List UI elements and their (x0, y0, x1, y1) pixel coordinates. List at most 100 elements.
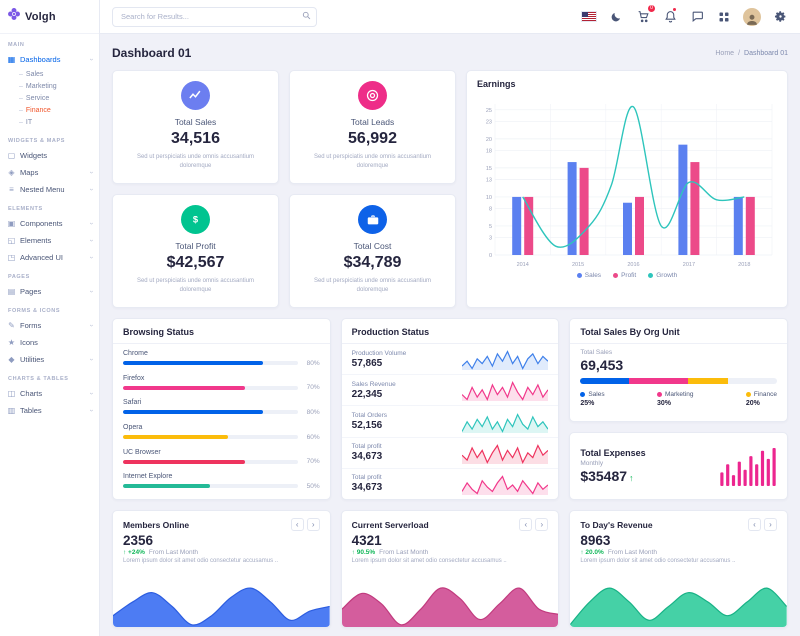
chevron-down-icon: › (87, 392, 95, 395)
sidebar-item-label: Elements (20, 236, 52, 245)
sidebar-subitem-label: Service (25, 94, 50, 102)
next-button[interactable]: › (764, 518, 777, 531)
progress-fill (123, 484, 211, 489)
sidebar-subitem-marketing[interactable]: – Marketing (0, 80, 99, 92)
sidebar-subitem-finance[interactable]: – Finance (0, 104, 99, 116)
svg-text:2016: 2016 (627, 262, 639, 268)
progress-percent: 80% (306, 408, 320, 416)
sidebar-item-label: Pages (20, 287, 42, 296)
sidebar-subitem-it[interactable]: – IT (0, 116, 99, 128)
delta-note: From Last Month (148, 549, 199, 556)
components-icon: ▣ (7, 219, 16, 228)
chevron-down-icon: › (87, 324, 95, 327)
sidebar-item-advanced-ui[interactable]: ◳ Advanced UI › (0, 249, 99, 266)
stat-card-total-cost: Total Cost $34,789 Sed ut perspiciatis und… (289, 194, 456, 308)
production-value: 52,156 (351, 420, 383, 431)
sidebar-item-label: Advanced UI (20, 253, 63, 262)
chevron-down-icon: › (87, 409, 95, 412)
sidebar-item-nested-menu[interactable]: ≡ Nested Menu › (0, 181, 99, 198)
legend-percent: 30% (656, 400, 671, 407)
next-button[interactable]: › (535, 518, 549, 531)
widgets-icon: ▢ (7, 151, 16, 160)
legend-label: Finance (753, 391, 777, 398)
search-input[interactable] (112, 6, 317, 27)
sidebar-subitem-service[interactable]: – Service (0, 92, 99, 104)
sidebar-item-maps[interactable]: ◈ Maps › (0, 164, 99, 181)
sidebar-item-charts[interactable]: ◫ Charts › (0, 385, 99, 402)
progress-percent: 60% (306, 433, 320, 441)
sparkline-chart (462, 411, 549, 433)
search-box (112, 6, 317, 27)
card-title: Members Online (123, 519, 190, 530)
us-flag-icon[interactable] (581, 9, 597, 25)
chevron-down-icon: › (87, 58, 95, 61)
svg-text:5: 5 (489, 224, 492, 230)
browser-label: Internet Explore (123, 473, 173, 481)
browser-label: Safari (123, 399, 142, 407)
legend-sales: Sales (576, 272, 602, 279)
sidebar-item-label: Utilities (20, 355, 45, 364)
forms-icon: ✎ (8, 321, 15, 330)
card-description: Lorem ipsum dolor sit amet odio consecte… (351, 558, 507, 564)
stat-value: 56,992 (348, 130, 397, 147)
svg-text:25: 25 (486, 108, 492, 114)
moon-icon[interactable] (608, 9, 624, 25)
breadcrumb-home[interactable]: Home (715, 49, 735, 57)
production-label: Total Orders (351, 412, 388, 419)
legend-label: Sales (584, 272, 602, 279)
delta-up: ↑ 90.5% (351, 549, 376, 556)
gear-icon[interactable] (772, 9, 788, 25)
status-row: Browsing Status Chrome 80% Firefox 70% Safar… (112, 318, 788, 500)
segment-finance (688, 378, 728, 384)
sidebar-item-forms[interactable]: ✎ Forms › (0, 317, 99, 334)
briefcase-icon (358, 205, 387, 234)
sidebar-item-utilities[interactable]: ◆ Utilities › (0, 351, 99, 368)
stat-title: Total Cost (353, 241, 392, 251)
prev-button[interactable]: ‹ (290, 518, 304, 531)
chat-icon[interactable] (689, 9, 705, 25)
bottom-cards-row: Members Online ‹ › 2356 ↑ +24% From Last Mont… (112, 510, 788, 628)
sidebar-item-elements[interactable]: ◱ Elements › (0, 232, 99, 249)
legend-label: Profit (621, 272, 637, 279)
dash-icon: – (19, 70, 23, 78)
stat-value: 34,516 (171, 130, 220, 147)
us-flag-icon (581, 11, 597, 22)
org-and-expenses-column: Total Sales By Org Unit Total Sales 69,4… (569, 318, 788, 500)
grid-icon[interactable] (716, 9, 732, 25)
sidebar-item-icons[interactable]: ★ Icons (0, 334, 99, 351)
prev-button[interactable]: ‹ (519, 518, 533, 531)
progress-bar (123, 459, 298, 464)
maps-icon: ◈ (8, 168, 15, 177)
sidebar-item-components[interactable]: ▣ Components › (0, 215, 99, 232)
brand[interactable]: Volgh (0, 0, 99, 34)
card-description: Lorem ipsum dolor sit amet odio consecte… (580, 558, 736, 564)
stat-title: Total Profit (175, 241, 216, 251)
progress-fill (123, 385, 246, 390)
bell-icon[interactable] (662, 6, 678, 25)
segment-marketing (629, 378, 689, 384)
avatar[interactable] (743, 7, 761, 26)
cart-icon[interactable]: 0 (635, 4, 655, 25)
card-description: Lorem ipsum dolor sit amet odio consecte… (123, 558, 279, 564)
progress-percent: 80% (306, 359, 320, 367)
production-row-4: Total profit 34,673 (342, 469, 559, 499)
legend-dot (576, 273, 582, 278)
total-expenses-card: Total Expenses Monthly $35487 ↑ (569, 432, 788, 500)
expenses-bar-chart (720, 448, 776, 486)
sidebar-item-dashboards[interactable]: ▦ Dashboards › (0, 51, 99, 68)
sidebar-item-label: Dashboards (20, 55, 61, 64)
breadcrumb-current: Dashboard 01 (744, 49, 788, 57)
sidebar-subitem-sales[interactable]: – Sales (0, 68, 99, 80)
production-value: 22,345 (351, 388, 383, 400)
sidebar-submenu: – Sales – Marketing – Service – Finance – IT (0, 68, 99, 130)
sidebar-item-pages[interactable]: ▤ Pages › (0, 283, 99, 300)
search-icon[interactable] (302, 11, 311, 20)
next-button[interactable]: › (306, 518, 320, 531)
legend-dot (745, 392, 751, 397)
production-value: 57,865 (351, 357, 383, 369)
sidebar-item-tables[interactable]: ▥ Tables › (0, 402, 99, 419)
sidebar-section-label: CHARTS & TABLES (8, 376, 69, 382)
prev-button[interactable]: ‹ (748, 518, 761, 531)
browser-row-firefox: Firefox 70% (123, 375, 320, 391)
sidebar-item-widgets[interactable]: ▢ Widgets (0, 147, 99, 164)
